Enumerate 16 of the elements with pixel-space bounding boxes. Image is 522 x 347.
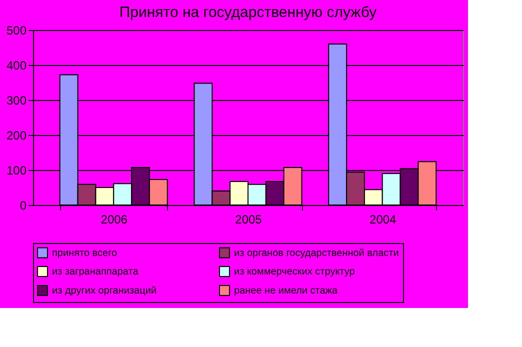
- y-tick-label: 100: [6, 164, 27, 178]
- chart-title: Принято на государственную службу: [119, 4, 378, 21]
- legend-label: ранее не имели стажа: [234, 286, 338, 296]
- legend-label: из загранаппарата: [52, 266, 139, 278]
- y-tick-label: 400: [6, 58, 27, 72]
- x-tick-label: 2004: [370, 212, 397, 226]
- y-tick-label: 500: [6, 24, 27, 38]
- legend-label: принято всего: [52, 248, 118, 259]
- y-tick-label: 0: [20, 198, 27, 212]
- x-tick-label: 2006: [100, 212, 128, 226]
- legend-label: из других организаций: [52, 286, 157, 296]
- x-tick-label: 2005: [235, 212, 262, 226]
- y-tick-label: 300: [6, 94, 27, 108]
- legend-label: из коммерческих структур: [234, 266, 356, 278]
- legend-label: из органов государственной власти: [234, 248, 399, 259]
- y-tick-label: 200: [6, 128, 27, 142]
